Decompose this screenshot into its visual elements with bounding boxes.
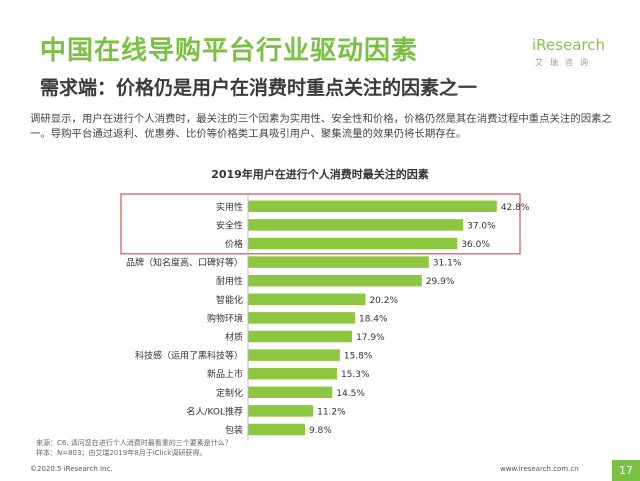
bar (248, 367, 337, 380)
category-label: 包装 (225, 424, 243, 436)
page-number: 17 (612, 460, 640, 481)
category-label: 材质 (225, 331, 243, 343)
logo-text: iResearch (532, 36, 605, 54)
bar (248, 293, 366, 306)
bar (248, 200, 497, 213)
bar (248, 219, 464, 231)
intro-paragraph: 调研显示，用户在进行个人消费时，最关注的三个因素为实用性、安全性和价格，价格仍然… (30, 113, 612, 140)
copyright: ©2020.5 iResearch Inc. (30, 465, 113, 473)
value-label: 15.3% (341, 370, 370, 380)
page-subtitle: 需求端：价格仍是用户在消费时重点关注的因素之一 (40, 77, 478, 99)
bar (248, 274, 422, 287)
bar (248, 423, 305, 436)
value-label: 20.2% (369, 296, 398, 306)
value-label: 31.1% (433, 259, 462, 269)
value-label: 15.8% (344, 352, 373, 362)
value-label: 29.9% (426, 277, 455, 287)
category-label: 智能化 (216, 294, 243, 306)
value-label: 14.5% (336, 389, 365, 399)
category-label: 品牌（知名度高、口碑好等） (126, 257, 243, 269)
bar (248, 405, 314, 417)
category-label: 价格 (225, 238, 243, 250)
highlight-box (120, 193, 521, 255)
category-label: 新品上市 (207, 368, 243, 380)
bar (248, 349, 340, 361)
source-note: 来源：C6. 请问您在进行个人消费时最看重的三个要素是什么？ (36, 439, 232, 447)
bar (248, 312, 355, 324)
category-label: 购物环境 (207, 312, 243, 324)
category-label: 名人/KOL推荐 (186, 405, 243, 417)
value-label: 9.8% (309, 426, 332, 436)
category-label: 实用性 (216, 201, 243, 213)
website: www.iresearch.com.cn (500, 465, 579, 473)
value-label: 37.0% (467, 221, 496, 231)
page-title: 中国在线导购平台行业驱动因素 (40, 36, 419, 66)
sample-note: 样本：N=803；由艾瑞2019年8月于iClick调研获得。 (36, 449, 207, 457)
category-label: 耐用性 (216, 275, 243, 287)
bar (248, 330, 353, 343)
category-label: 定制化 (216, 387, 243, 399)
value-label: 42.8% (501, 203, 530, 213)
chart-title: 2019年用户在进行个人消费时最关注的因素 (211, 167, 429, 181)
category-label: 安全性 (216, 219, 243, 231)
bars-group: 实用性 42.8% 安全性 37.0% 价格 36.0% 品牌（知名度高、口碑好等） 31.1… (126, 200, 530, 436)
bar (248, 256, 429, 268)
value-label: 11.2% (317, 407, 346, 417)
value-label: 18.4% (359, 314, 388, 324)
bar (248, 386, 333, 399)
logo-subtext: 艾瑞咨询 (535, 58, 595, 67)
bar (248, 237, 458, 250)
value-label: 17.9% (356, 333, 385, 343)
iresearch-logo: iResearch 艾瑞咨询 (532, 36, 612, 76)
category-label: 科技感（运用了黑科技等） (135, 350, 243, 362)
value-label: 36.0% (461, 240, 490, 250)
